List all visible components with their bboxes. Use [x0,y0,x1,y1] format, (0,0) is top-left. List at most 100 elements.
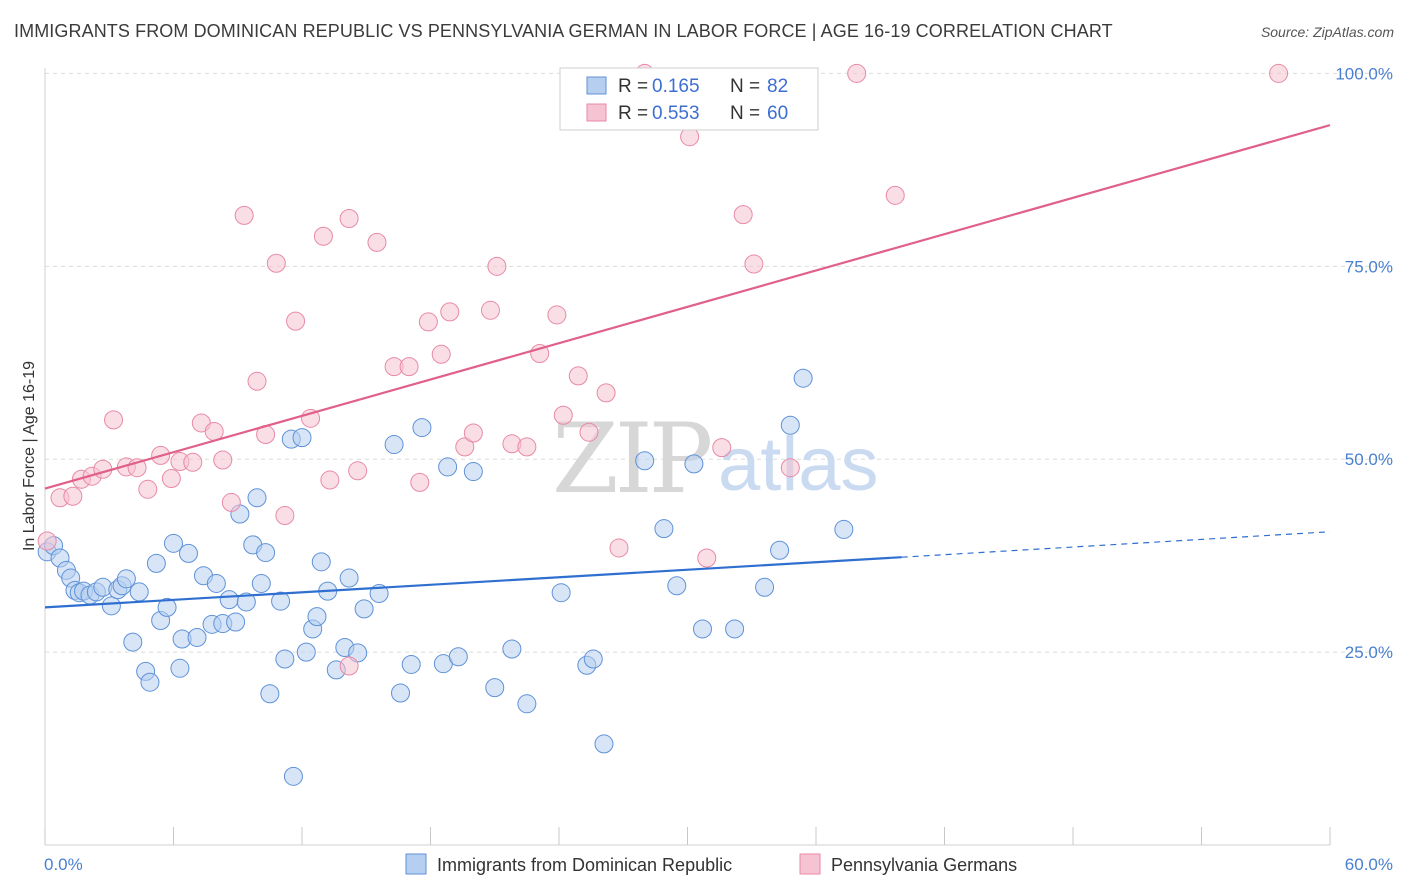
data-point [339,568,359,588]
data-point [348,643,368,663]
data-point [320,470,340,490]
data-point [313,226,333,246]
data-point [348,461,368,481]
data-point [448,647,468,667]
data-point [502,639,522,659]
data-point [485,678,505,698]
data-point [692,619,712,639]
data-point [480,300,500,320]
axes [44,68,1331,846]
data-point [463,462,483,482]
legend-n-label: N = [730,76,760,97]
data-point [260,684,280,704]
data-point [129,582,149,602]
data-point [517,694,537,714]
data-point [463,423,483,443]
y-tick-label: 75.0% [1345,257,1393,276]
legend-swatch-pa-german [799,853,821,875]
data-point [311,552,331,572]
stats-legend: R = 0.165 N = 82 R = 0.553 N = 60 [559,67,819,131]
y-tick-label: 25.0% [1345,643,1393,662]
data-point [63,486,83,506]
data-point [123,632,143,652]
data-point [183,452,203,472]
legend-r-value: 0.165 [652,76,700,97]
data-point [283,766,303,786]
data-point [667,576,687,596]
data-point [221,492,241,512]
data-point [354,599,374,619]
data-point [1269,63,1289,83]
x-tick-labels: 0.0% 60.0% [44,855,1393,874]
data-point [367,232,387,252]
trend-line-dominican [44,556,902,609]
data-point [275,649,295,669]
data-point [609,538,629,558]
data-point [755,577,775,597]
series-legend: Immigrants from Dominican Republic Penns… [405,853,1017,875]
data-point [247,488,267,508]
data-point [596,383,616,403]
data-point [204,421,224,441]
data-point [286,311,306,331]
data-point [517,437,537,457]
data-point [770,540,790,560]
data-point [157,597,177,617]
data-point [793,368,813,388]
data-point [247,371,267,391]
series-dominican-points [37,368,854,786]
series-pa-german-points [37,63,1289,676]
data-point [412,418,432,438]
data-point [251,573,271,593]
grid-lines [45,72,1390,653]
data-point [583,649,603,669]
data-point [275,506,295,526]
y-tick-label: 50.0% [1345,450,1393,469]
data-point [847,63,867,83]
data-point [834,519,854,539]
data-point [391,683,411,703]
data-point [780,458,800,478]
legend-r-value: 0.553 [652,103,700,124]
data-point [339,208,359,228]
data-point [116,569,136,589]
data-point [744,254,764,274]
data-point [401,654,421,674]
data-point [266,253,286,273]
data-point [93,459,113,479]
legend-swatch-pa-german [586,103,607,122]
data-point [178,543,198,563]
legend-n-value: 82 [767,76,788,97]
data-point [234,205,254,225]
legend-label-dominican: Immigrants from Dominican Republic [437,855,732,875]
legend-r-label: R = [618,76,648,97]
data-point [684,454,704,474]
data-point [256,543,276,563]
data-point [725,619,745,639]
data-point [138,479,158,499]
data-point [438,457,458,477]
data-point [455,437,475,457]
data-point [635,451,655,471]
x-tick-label: 60.0% [1345,855,1393,874]
legend-n-value: 60 [767,103,788,124]
data-point [271,591,291,611]
data-point [161,469,181,489]
data-point [712,438,732,458]
data-point [568,366,588,386]
legend-n-label: N = [730,103,760,124]
legend-swatch-dominican [405,853,427,875]
legend-swatch-dominican [586,76,607,95]
data-point [296,642,316,662]
data-point [384,435,404,455]
data-point [418,312,438,332]
y-tick-label: 100.0% [1335,64,1393,83]
x-tick-label: 0.0% [44,855,83,874]
data-point [292,428,312,448]
data-point [885,185,905,205]
data-point [213,450,233,470]
chart-title: IMMIGRANTS FROM DOMINICAN REPUBLIC VS PE… [14,21,1113,41]
data-point [170,658,190,678]
data-point [440,302,460,322]
